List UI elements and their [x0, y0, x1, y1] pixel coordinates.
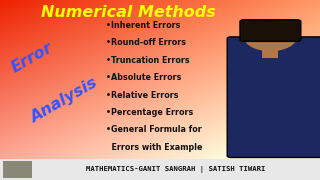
- Text: MATHEMATICS-GANIT SANGRAH | SATISH TIWARI: MATHEMATICS-GANIT SANGRAH | SATISH TIWAR…: [86, 166, 266, 173]
- Text: Analysis: Analysis: [28, 76, 100, 126]
- Bar: [3, 161, 32, 178]
- Text: •Relative Errors: •Relative Errors: [106, 91, 178, 100]
- Bar: [0, 159, 320, 180]
- Text: •Truncation Errors: •Truncation Errors: [106, 56, 189, 65]
- Text: •Percentage Errors: •Percentage Errors: [106, 108, 193, 117]
- Circle shape: [243, 21, 298, 51]
- Bar: [262, 45, 278, 58]
- Text: •Inherent Errors: •Inherent Errors: [106, 21, 180, 30]
- FancyBboxPatch shape: [227, 37, 320, 158]
- Text: Errors with Example: Errors with Example: [106, 143, 202, 152]
- Text: •General Formula for: •General Formula for: [106, 125, 201, 134]
- Text: Numerical Methods: Numerical Methods: [41, 5, 215, 20]
- FancyBboxPatch shape: [240, 20, 301, 41]
- Text: •Round-off Errors: •Round-off Errors: [106, 38, 186, 47]
- Text: Error: Error: [9, 40, 55, 75]
- Text: •Absolute Errors: •Absolute Errors: [106, 73, 181, 82]
